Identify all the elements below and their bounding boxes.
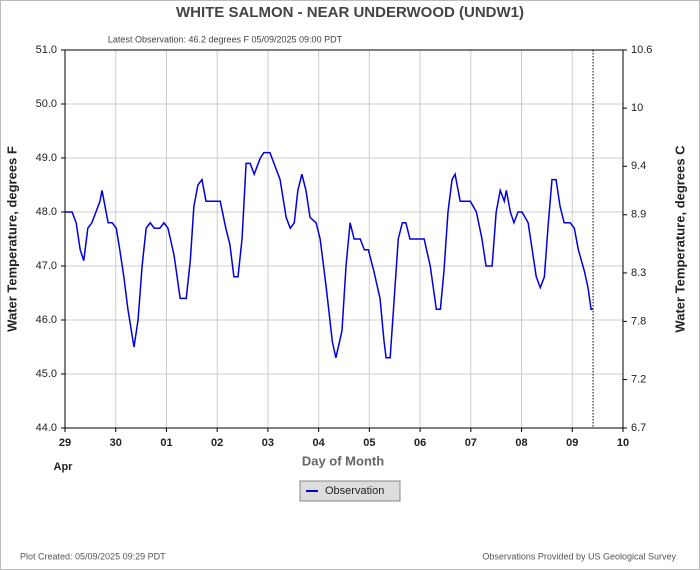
y-tick-label: 51.0: [36, 44, 57, 56]
y-tick-label: 48.0: [36, 206, 57, 218]
x-tick-label: 07: [465, 437, 477, 449]
x-tick-label: 29: [59, 437, 71, 449]
x-tick-label: 06: [414, 437, 426, 449]
x-tick-label: 01: [160, 437, 172, 449]
x-sublabel: Apr: [54, 461, 74, 473]
y2-tick-label: 8.9: [631, 209, 646, 221]
y-tick-label: 44.0: [36, 422, 57, 434]
x-tick-label: 03: [262, 437, 274, 449]
y-tick-label: 47.0: [36, 260, 57, 272]
x-tick-label: 04: [313, 437, 326, 449]
legend-label: Observation: [325, 485, 384, 497]
x-tick-label: 10: [617, 437, 629, 449]
y-tick-label: 50.0: [36, 98, 57, 110]
y2-tick-label: 8.3: [631, 267, 646, 279]
y2-tick-label: 7.2: [631, 373, 646, 385]
x-tick-label: 08: [515, 437, 527, 449]
x-axis-label: Day of Month: [302, 453, 384, 468]
x-tick-label: 30: [110, 437, 122, 449]
y-tick-label: 46.0: [36, 314, 57, 326]
y-tick-label: 49.0: [36, 152, 57, 164]
footer-right: Observations Provided by US Geological S…: [482, 551, 676, 561]
x-tick-label: 05: [363, 437, 375, 449]
x-tick-label: 09: [566, 437, 578, 449]
y2-tick-label: 6.7: [631, 422, 646, 434]
data-line: [65, 151, 594, 359]
y2-axis-label: Water Temperature, degrees C: [672, 145, 687, 333]
footer-left: Plot Created: 05/09/2025 09:29 PDT: [20, 551, 166, 561]
y-tick-label: 45.0: [36, 368, 57, 380]
plot-area: [64, 49, 624, 429]
plot-border: [64, 49, 624, 429]
x-tick-label: 02: [211, 437, 223, 449]
y-axis-label: Water Temperature, degrees F: [4, 146, 19, 332]
legend: [299, 480, 401, 502]
chart-title: WHITE SALMON - NEAR UNDERWOOD (UNDW1): [176, 4, 524, 21]
y2-tick-label: 10.6: [631, 44, 652, 56]
y2-tick-label: 9.4: [631, 160, 646, 172]
y2-tick-label: 10: [631, 102, 643, 114]
subtitle: Latest Observation: 46.2 degrees F 05/09…: [108, 34, 343, 44]
y2-tick-label: 7.8: [631, 315, 646, 327]
